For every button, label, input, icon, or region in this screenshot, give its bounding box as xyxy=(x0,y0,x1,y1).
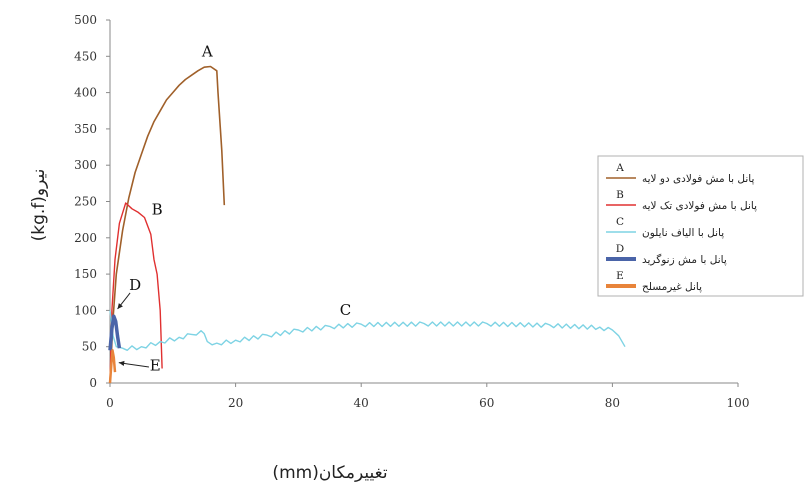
legend-label: پانل با مش فولادی دو لایه xyxy=(642,173,755,185)
legend-entry-b: B پانل با مش فولادی تک لایه xyxy=(606,189,757,212)
legend-letter: C xyxy=(616,216,624,228)
x-tick-label: 100 xyxy=(727,396,750,410)
y-tick-label: 450 xyxy=(74,49,97,63)
series-line-c xyxy=(109,310,626,351)
legend-label: پانل با مش فولادی تک لایه xyxy=(642,200,757,212)
legend-entry-c: C پانل با الیاف نایلون xyxy=(606,216,724,239)
legend-letter: A xyxy=(615,162,624,174)
legend: A پانل با مش فولادی دو لایه B پانل با مش فو… xyxy=(597,155,804,297)
x-tick-label: 80 xyxy=(605,396,620,410)
y-tick-label: 150 xyxy=(74,267,97,281)
curve-label-b: B xyxy=(152,201,163,219)
y-tick-label: 400 xyxy=(74,86,97,100)
curve-label-c: C xyxy=(340,301,351,319)
series-line-a xyxy=(109,65,226,384)
legend-entry-e: E پانل غیرمسلح xyxy=(606,270,702,293)
x-tick-label: 20 xyxy=(228,396,243,410)
y-tick-label: 0 xyxy=(89,376,97,390)
x-tick-label: 60 xyxy=(479,396,494,410)
series-lines xyxy=(108,65,626,384)
legend-entry-d: D پانل با مش زنوگرید xyxy=(606,243,727,266)
arrow-e-icon xyxy=(118,360,150,368)
x-tick-label: 0 xyxy=(106,396,114,410)
y-tick-label: 250 xyxy=(74,195,97,209)
legend-letter: D xyxy=(616,243,624,255)
legend-letter: B xyxy=(616,189,624,201)
x-axis-title: تغییرمکان(mm) xyxy=(272,463,387,483)
curve-label-e: E xyxy=(150,357,161,375)
arrow-d-icon xyxy=(117,292,131,310)
series-line-b xyxy=(109,202,163,384)
curve-label-a: A xyxy=(201,42,213,60)
legend-letter: E xyxy=(616,270,624,282)
legend-label: پانل با الیاف نایلون xyxy=(642,227,724,239)
legend-label: پانل غیرمسلح xyxy=(642,281,702,293)
legend-label: پانل با مش زنوگرید xyxy=(642,253,727,266)
legend-box xyxy=(597,155,804,297)
ticks: 0 20 40 60 80 100 0 50 100 150 200 250 300 350 400 450 5… xyxy=(74,13,749,410)
x-tick-label: 40 xyxy=(354,396,369,410)
y-tick-label: 350 xyxy=(74,122,97,136)
annotation-arrows xyxy=(117,292,150,368)
legend-entry-a: A پانل با مش فولادی دو لایه xyxy=(606,162,755,185)
series-line-d xyxy=(108,314,122,351)
y-axis-title: نیرو(kg.f) xyxy=(29,169,49,242)
series-line-e xyxy=(108,349,117,384)
curve-label-d: D xyxy=(129,276,141,294)
y-tick-label: 300 xyxy=(74,158,97,172)
y-tick-label: 100 xyxy=(74,303,97,317)
y-tick-label: 50 xyxy=(82,340,97,354)
y-tick-label: 200 xyxy=(74,231,97,245)
y-tick-label: 500 xyxy=(74,13,97,27)
curve-annotations: A B C D E xyxy=(129,42,351,374)
